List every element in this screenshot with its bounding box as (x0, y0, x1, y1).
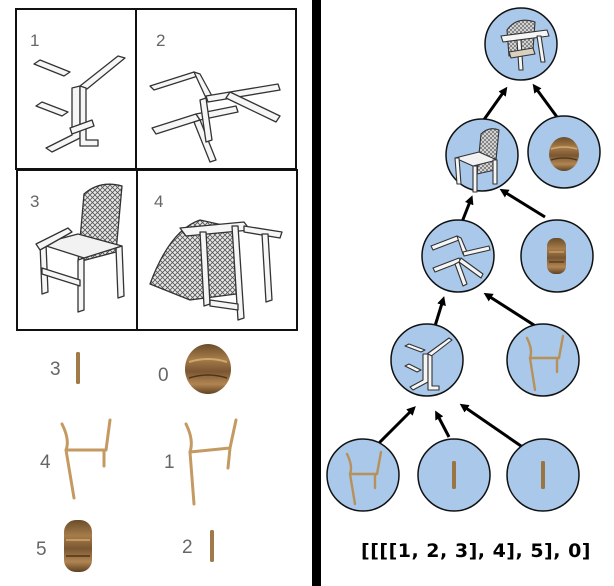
panel-divider (312, 0, 321, 586)
edge-l2-to-l3 (460, 195, 474, 223)
chair-upright-with-back-icon (35, 183, 125, 313)
chair-upside-down-with-seat-icon (149, 219, 283, 321)
rod-icon (541, 461, 545, 489)
instruction-panel: 1 2 3 4 (15, 8, 298, 572)
instruction-svg: 1 2 3 4 (15, 8, 298, 572)
node-l1-part (506, 323, 580, 397)
leg-frame-icon (60, 418, 112, 500)
edge-l3part-to-root (532, 83, 559, 118)
edge-l0b-to-l1 (435, 410, 451, 438)
seat-cushion-icon (64, 520, 92, 572)
assembly-tree-panel: [[[[1, 2, 3], 4], 5], 0] (321, 0, 614, 586)
short-rod-icon (210, 530, 214, 562)
part-number-4: 4 (40, 452, 51, 473)
chair-frame-assembled-icon (149, 71, 281, 163)
tree-edges (377, 83, 559, 448)
part-number-2: 2 (182, 537, 193, 558)
edge-l1part-to-l2 (483, 292, 538, 329)
short-rod-icon (76, 352, 80, 384)
frame-icon (430, 235, 491, 287)
edge-l1-to-l2 (433, 296, 446, 327)
part-number-5: 5 (36, 539, 47, 560)
step-number-2: 2 (156, 31, 165, 50)
leg-frame-icon (525, 334, 565, 392)
partial-frame-icon (404, 337, 453, 391)
chair-with-back-icon (454, 128, 500, 193)
step-number-3: 3 (30, 192, 39, 211)
rod-icon (452, 461, 456, 489)
step-number-1: 1 (30, 31, 39, 50)
leg-frame-icon (345, 450, 383, 506)
edge-l3-to-root (481, 86, 508, 122)
edge-l0c-to-l1 (459, 403, 522, 448)
assembly-formula: [[[[1, 2, 3], 4], 5], 0] (361, 540, 591, 562)
edge-l0a-to-l1 (377, 406, 416, 445)
round-seat-icon (185, 344, 231, 394)
seat-icon (549, 137, 579, 171)
seat-cushion-icon (547, 238, 566, 274)
part-number-1: 1 (164, 452, 175, 473)
step-box-4 (136, 169, 298, 331)
edge-l2part-to-l3 (499, 188, 546, 219)
part-number-0: 0 (158, 365, 169, 386)
leg-frame-icon (184, 418, 238, 506)
assembly-tree-svg (326, 7, 601, 512)
node-l2-main (421, 219, 495, 293)
finished-chair-icon (500, 19, 550, 71)
chair-frame-parts-icon (33, 55, 126, 153)
step-number-4: 4 (154, 192, 163, 211)
part-number-3: 3 (50, 359, 61, 380)
